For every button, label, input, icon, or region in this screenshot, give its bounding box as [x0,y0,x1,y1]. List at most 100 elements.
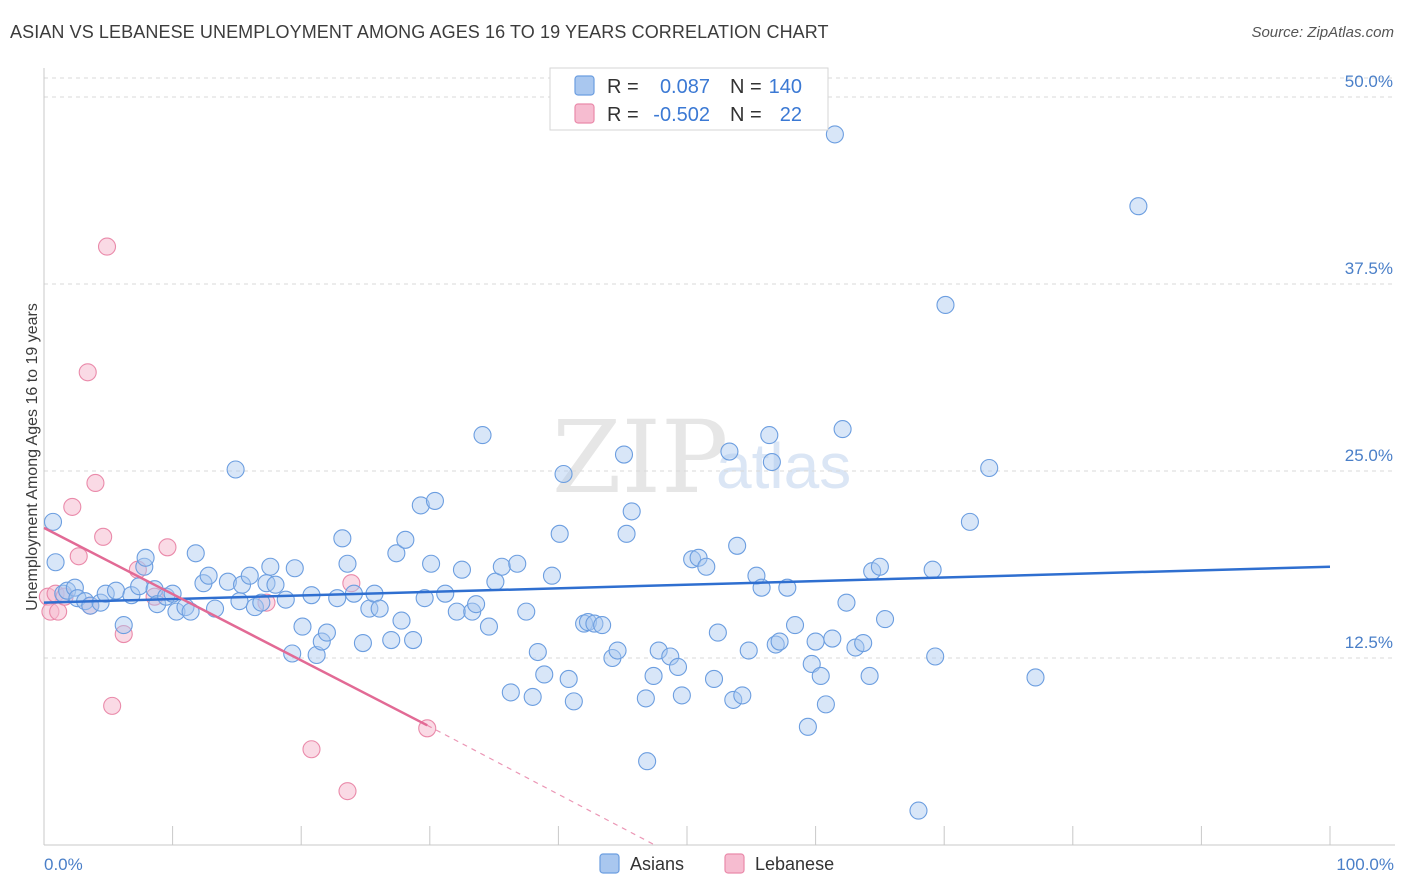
asian-point [501,683,520,702]
asian-point [317,623,336,642]
asian-point [91,593,110,612]
lebanese-point [97,237,117,256]
asian-point [46,553,65,572]
asian-point [825,125,844,144]
lebanese-n-value: 22 [780,104,802,126]
asian-point [293,617,312,636]
asian-point [226,460,245,479]
asian-point [396,530,415,549]
asian-point [860,666,879,686]
lebanese-trend-line [43,526,428,727]
asian-point [909,801,928,820]
y-axis-label: Unemployment Among Ages 16 to 19 years [24,303,41,611]
asian-point [614,445,634,464]
asian-point [980,458,999,478]
asian-point [802,654,821,674]
lebanese-point [86,473,105,493]
asian-point [578,613,598,632]
asian-point [387,544,406,563]
asian-point [65,578,84,597]
lebanese-legend-label: Lebanese [755,854,834,874]
asian-point [266,575,285,594]
asian-point [404,630,423,650]
asian-point [785,616,805,635]
asian-point [114,616,133,635]
lebanese-legend-swatch-bottom [724,853,745,874]
asian-point [564,692,583,711]
asian-point [806,632,825,651]
asian-point [638,752,657,771]
asian-series [43,102,1148,820]
asian-point [542,566,562,585]
lebanese-point [63,497,82,516]
asians-legend-label: Asians [630,854,684,874]
asian-point [636,689,655,708]
stats-legend-box [549,67,829,131]
asian-point [353,633,372,653]
series-legend: Asians Lebanese [599,853,834,874]
asian-point [240,566,259,585]
asian-point [724,690,743,709]
y-tick-labels: 12.5% 25.0% 37.5% 50.0% [1345,72,1393,652]
asian-point [833,420,852,439]
asian-r-label: R = [607,76,639,98]
asian-point [261,557,280,576]
asians-legend-swatch [599,853,620,874]
lebanese-point [78,363,97,382]
lebanese-r-label: R = [607,104,639,126]
asian-point [508,554,527,573]
lebanese-trend-extension [426,724,656,846]
asian-point [230,592,249,611]
x-tick-label-min: 0.0% [44,855,83,874]
asian-point [276,590,295,609]
asian-point [43,512,63,531]
asian-point [644,666,663,686]
asian-point [135,557,154,576]
chart-title: ASIAN VS LEBANESE UNEMPLOYMENT AMONG AGE… [10,22,829,42]
asian-point [167,602,186,621]
asian-trend-line [43,565,1331,604]
asian-point [926,647,945,666]
asian-point [392,611,411,630]
asian-point [608,641,627,660]
asian-point [136,548,155,567]
trend-lines [43,526,1331,846]
asian-point [960,512,979,531]
asian-point [535,665,554,684]
asian-point [649,641,668,660]
asian-point [704,669,724,688]
asian-point [411,496,430,515]
asian-point [778,578,797,597]
asian-point [683,550,702,569]
lebanese-point [69,547,88,566]
asian-point [473,426,492,445]
asian-point [218,572,237,591]
asian-point [447,602,466,621]
asian-point [811,666,830,686]
asian-point [252,593,271,612]
asian-point [762,452,781,472]
asian-n-label: N = [730,76,762,98]
asian-point [422,554,441,573]
asian-point [733,686,752,705]
asian-point [559,669,578,688]
asian-point [550,524,569,543]
asian-point [837,593,856,612]
asian-point [798,717,817,736]
lebanese-point [94,527,113,546]
asian-point [870,557,889,576]
lebanese-legend-swatch [574,103,595,124]
asian-point [106,581,126,600]
asian-point [617,524,636,543]
asian-point [1129,197,1148,216]
asian-point [854,633,873,653]
asian-point [1026,668,1045,687]
asian-point [760,426,779,445]
asian-point [523,687,542,706]
watermark-zip: ZIP [552,399,728,516]
lebanese-series [38,237,437,801]
asian-point [338,554,357,573]
lebanese-point [338,782,357,801]
y-tick-label: 37.5% [1345,259,1393,278]
